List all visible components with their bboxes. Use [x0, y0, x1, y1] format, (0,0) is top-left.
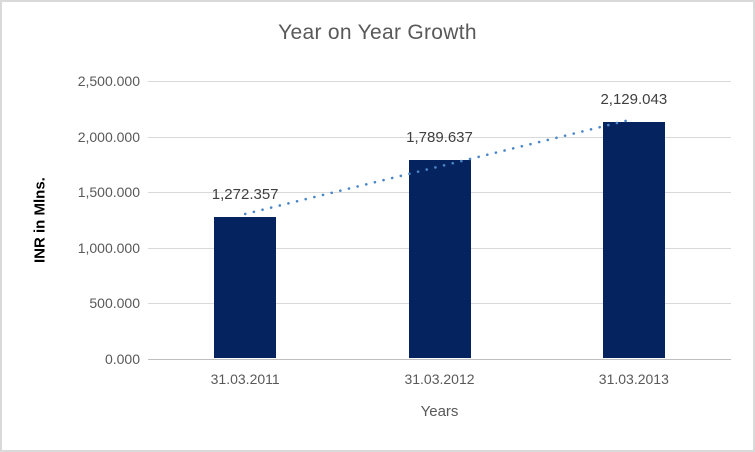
y-tick-label: 500.000: [89, 295, 140, 311]
x-tick-label: 31.03.2011: [210, 370, 280, 387]
chart-title: Year on Year Growth: [278, 21, 477, 44]
x-axis-line: [148, 359, 731, 360]
x-tick-label: 31.03.2013: [598, 370, 669, 387]
x-axis-title: Years: [420, 403, 459, 420]
y-tick-label: 1,000.000: [77, 239, 140, 256]
y-tick-label: 2,000.000: [77, 128, 140, 145]
plot-area: [148, 81, 731, 360]
y-axis-title: INR in Mlns.: [31, 177, 49, 263]
gridline: [148, 81, 731, 82]
bar: [602, 122, 665, 359]
bar: [408, 159, 471, 359]
y-tick-label: 0.000: [104, 350, 140, 367]
bar: [214, 217, 277, 359]
y-tick-label: 1,500.000: [77, 184, 140, 200]
bar-data-label: 2,129.043: [600, 91, 668, 109]
x-tick-label: 31.03.2012: [404, 370, 475, 387]
bar-data-label: 1,272.357: [211, 186, 279, 204]
y-tick-label: 2,500.000: [77, 73, 140, 89]
bar-data-label: 1,789.637: [406, 128, 473, 146]
